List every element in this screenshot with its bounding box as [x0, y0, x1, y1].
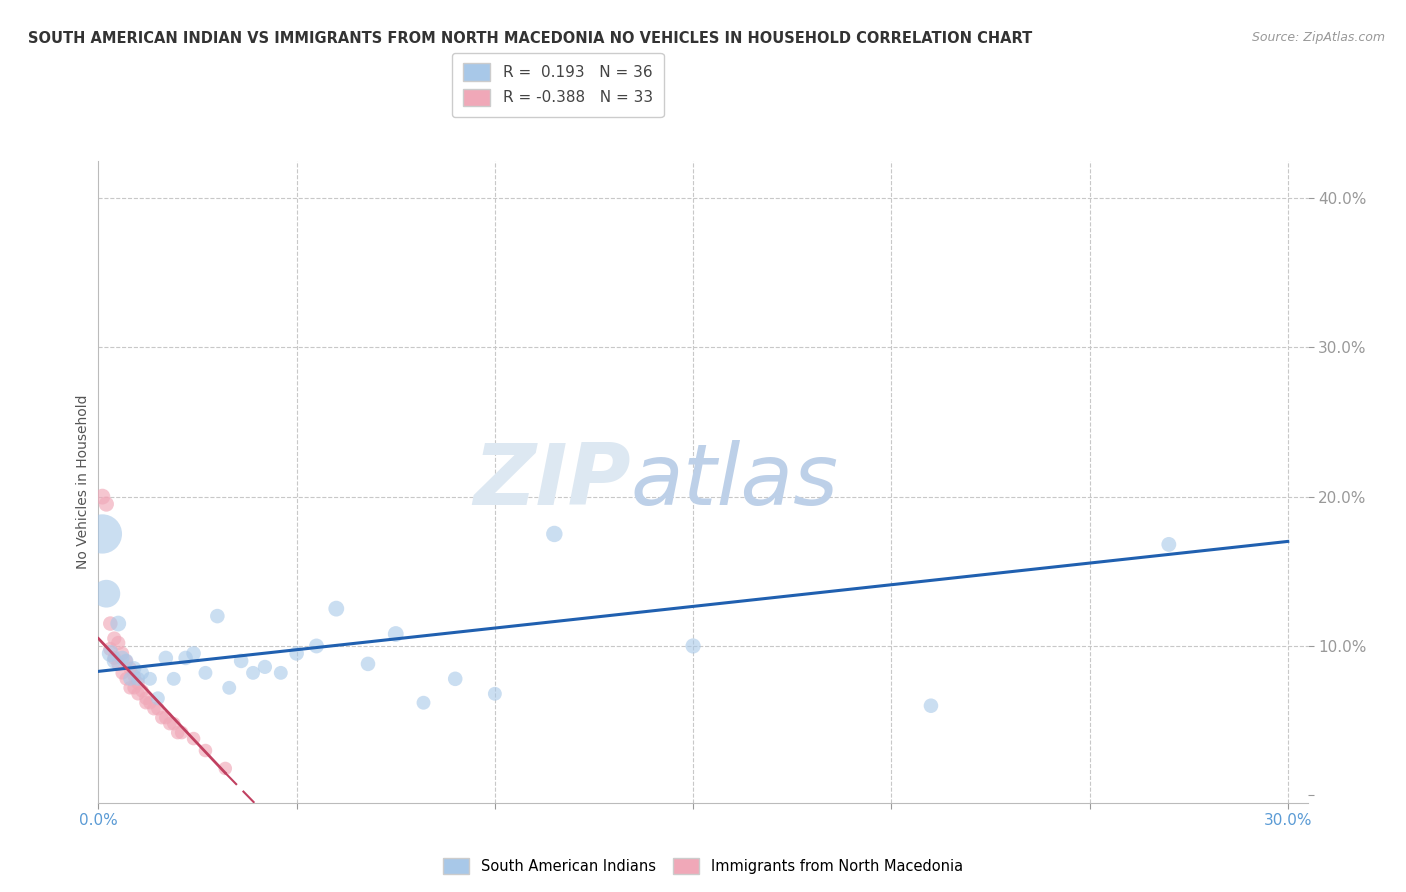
Point	[163, 672, 186, 686]
Point	[131, 665, 153, 680]
Point	[155, 711, 177, 725]
Point	[155, 651, 177, 665]
Point	[214, 761, 236, 775]
Point	[127, 676, 149, 690]
Point	[103, 654, 125, 668]
Point	[183, 731, 205, 746]
Point	[484, 687, 506, 701]
Point	[139, 672, 162, 686]
Point	[115, 654, 138, 668]
Point	[146, 691, 169, 706]
Point	[270, 665, 292, 680]
Y-axis label: No Vehicles in Household: No Vehicles in Household	[76, 394, 90, 569]
Point	[107, 657, 129, 671]
Point	[357, 657, 380, 671]
Text: Source: ZipAtlas.com: Source: ZipAtlas.com	[1251, 31, 1385, 45]
Point	[142, 702, 165, 716]
Point	[253, 660, 276, 674]
Point	[166, 725, 188, 739]
Point	[96, 497, 118, 511]
Point	[285, 647, 308, 661]
Point	[305, 639, 328, 653]
Point	[111, 651, 134, 665]
Legend: South American Indians, Immigrants from North Macedonia: South American Indians, Immigrants from …	[437, 852, 969, 880]
Point	[218, 681, 240, 695]
Point	[444, 672, 467, 686]
Point	[231, 654, 253, 668]
Point	[107, 616, 129, 631]
Point	[412, 696, 434, 710]
Point	[174, 651, 197, 665]
Point	[194, 665, 217, 680]
Point	[91, 490, 114, 504]
Point	[682, 639, 704, 653]
Point	[135, 691, 157, 706]
Point	[127, 687, 149, 701]
Point	[127, 672, 149, 686]
Text: ZIP: ZIP	[472, 440, 630, 524]
Point	[98, 642, 121, 657]
Point	[103, 651, 125, 665]
Point	[103, 632, 125, 646]
Point	[120, 672, 142, 686]
Point	[207, 609, 229, 624]
Point	[122, 669, 145, 683]
Point	[1157, 537, 1180, 551]
Point	[107, 636, 129, 650]
Point	[115, 654, 138, 668]
Point	[183, 647, 205, 661]
Point	[242, 665, 264, 680]
Point	[96, 587, 118, 601]
Point	[131, 683, 153, 698]
Point	[122, 681, 145, 695]
Point	[98, 647, 121, 661]
Point	[159, 716, 181, 731]
Point	[543, 527, 565, 541]
Text: atlas: atlas	[630, 440, 838, 524]
Point	[120, 661, 142, 675]
Point	[194, 743, 217, 757]
Legend: R =  0.193   N = 36, R = -0.388   N = 33: R = 0.193 N = 36, R = -0.388 N = 33	[453, 53, 664, 117]
Point	[98, 616, 121, 631]
Point	[122, 661, 145, 675]
Point	[115, 672, 138, 686]
Point	[920, 698, 942, 713]
Point	[91, 527, 114, 541]
Point	[325, 601, 347, 615]
Point	[163, 716, 186, 731]
Point	[135, 696, 157, 710]
Point	[170, 725, 193, 739]
Point	[120, 681, 142, 695]
Text: SOUTH AMERICAN INDIAN VS IMMIGRANTS FROM NORTH MACEDONIA NO VEHICLES IN HOUSEHOL: SOUTH AMERICAN INDIAN VS IMMIGRANTS FROM…	[28, 31, 1032, 46]
Point	[139, 696, 162, 710]
Point	[384, 627, 406, 641]
Point	[150, 711, 173, 725]
Point	[111, 665, 134, 680]
Point	[146, 702, 169, 716]
Point	[111, 647, 134, 661]
